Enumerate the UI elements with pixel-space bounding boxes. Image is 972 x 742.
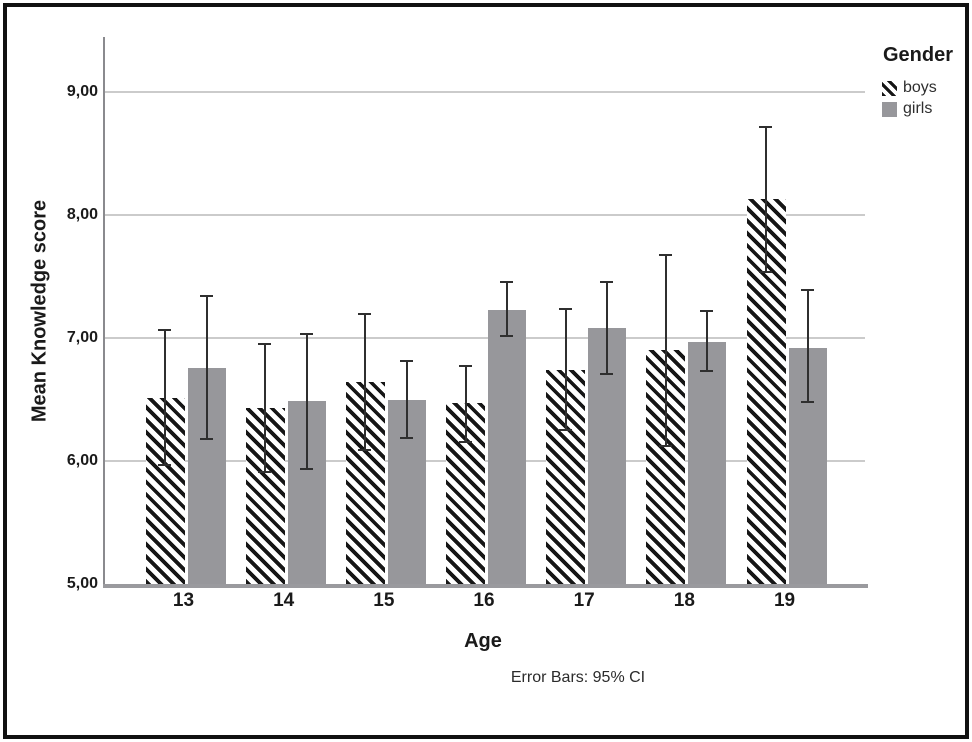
error-cap-high-girls-13 <box>199 294 213 297</box>
error-bar-girls-17 <box>606 281 609 375</box>
error-bar-girls-19 <box>806 288 809 404</box>
legend-items: boys girls <box>868 79 968 118</box>
x-tick-label-15: 15 <box>373 590 395 611</box>
gridline-8 <box>105 214 865 216</box>
error-cap-high-girls-15 <box>399 360 413 363</box>
error-cap-low-girls-19 <box>800 401 814 404</box>
error-cap-high-girls-14 <box>299 333 313 336</box>
plot-area <box>103 37 868 588</box>
y-axis-title: Mean Knowledge score <box>28 199 51 423</box>
error-cap-low-girls-13 <box>199 438 213 441</box>
y-tick-label-9: 9,00 <box>66 83 98 100</box>
error-bar-girls-15 <box>405 360 408 439</box>
error-bar-boys-17 <box>564 308 567 432</box>
error-bar-boys-19 <box>765 126 768 273</box>
error-cap-low-girls-14 <box>299 467 313 470</box>
girls-square-swatch-icon <box>882 101 897 117</box>
error-bar-girls-16 <box>506 281 508 337</box>
error-bar-boys-14 <box>264 342 267 474</box>
legend: Gender boys girls <box>868 44 968 121</box>
error-bar-girls-18 <box>706 309 709 373</box>
boys-hatch-swatch-icon <box>882 80 897 96</box>
error-cap-high-girls-18 <box>700 309 714 312</box>
error-bar-boys-13 <box>164 329 166 466</box>
error-cap-low-girls-17 <box>600 372 614 375</box>
y-tick-label-5: 5,00 <box>66 575 98 592</box>
x-tick-label-19: 19 <box>773 590 796 611</box>
legend-label-girls: girls <box>903 100 933 117</box>
x-tick-label-16: 16 <box>473 590 495 611</box>
error-bars-caption: Error Bars: 95% CI <box>510 669 646 686</box>
error-cap-high-boys-19 <box>759 126 773 129</box>
error-bar-boys-18 <box>664 254 667 448</box>
legend-item-girls: girls <box>882 100 968 118</box>
error-bar-boys-15 <box>364 313 367 452</box>
error-cap-high-boys-18 <box>658 254 672 257</box>
gridline-9 <box>105 91 865 93</box>
bar-girls-18 <box>688 341 727 584</box>
error-cap-low-boys-17 <box>558 429 572 432</box>
x-tick-label-13: 13 <box>172 590 195 611</box>
error-cap-low-girls-15 <box>399 436 413 439</box>
error-bar-girls-13 <box>205 294 208 441</box>
x-axis-line <box>103 584 868 588</box>
x-tick-label-14: 14 <box>273 590 295 611</box>
error-cap-low-girls-18 <box>700 370 714 373</box>
gridline-7 <box>105 337 865 339</box>
y-tick-label-7: 7,00 <box>66 329 98 346</box>
x-tick-label-18: 18 <box>673 590 695 611</box>
error-bar-boys-16 <box>464 365 467 443</box>
y-tick-label-8: 8,00 <box>66 206 98 223</box>
error-bar-girls-14 <box>305 333 308 470</box>
error-cap-high-boys-17 <box>558 308 572 311</box>
error-cap-high-girls-16 <box>500 281 513 284</box>
error-cap-low-boys-15 <box>358 449 372 452</box>
error-cap-low-boys-19 <box>759 270 773 273</box>
error-cap-low-boys-14 <box>258 471 272 474</box>
error-cap-high-boys-14 <box>258 342 272 345</box>
legend-item-boys: boys <box>882 79 968 97</box>
error-cap-low-boys-16 <box>458 440 472 443</box>
error-cap-low-boys-13 <box>158 463 171 466</box>
x-axis-title: Age <box>464 630 502 652</box>
error-cap-high-girls-19 <box>800 288 814 291</box>
error-cap-high-boys-16 <box>458 365 472 368</box>
error-cap-low-boys-18 <box>658 445 672 448</box>
error-cap-high-girls-17 <box>600 281 614 284</box>
bar-girls-16 <box>488 309 526 584</box>
y-tick-label-6: 6,00 <box>66 452 98 469</box>
x-tick-label-17: 17 <box>573 590 595 611</box>
error-cap-high-boys-13 <box>158 329 171 332</box>
legend-title: Gender <box>882 44 954 66</box>
error-cap-low-girls-16 <box>500 334 513 337</box>
legend-label-boys: boys <box>903 79 937 96</box>
gridline-6 <box>105 460 865 462</box>
error-cap-high-boys-15 <box>358 313 372 316</box>
